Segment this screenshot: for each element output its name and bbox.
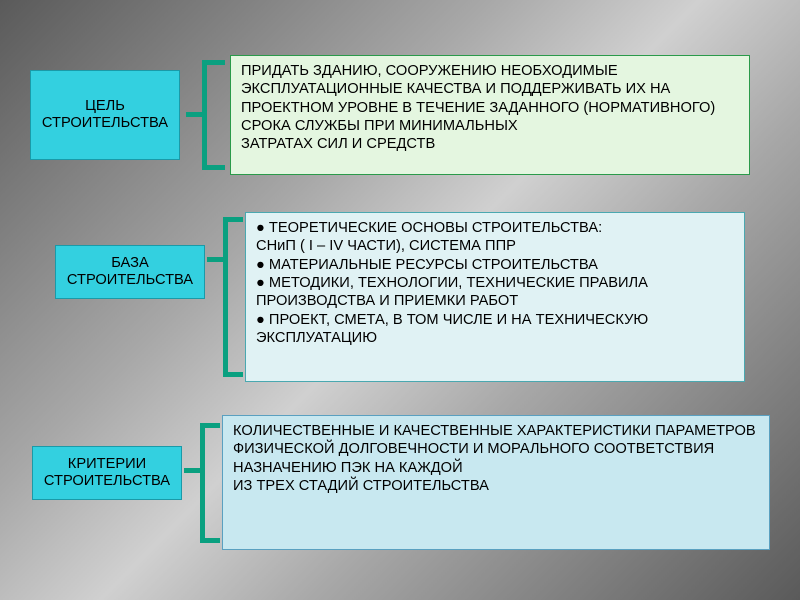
label-goal: ЦЕЛЬ СТРОИТЕЛЬСТВА: [30, 70, 180, 160]
label-criteria-text: КРИТЕРИИ СТРОИТЕЛЬСТВА: [39, 456, 175, 490]
row-base: БАЗА СТРОИТЕЛЬСТВА ● ТЕОРЕТИЧЕСКИЕ ОСНОВ…: [0, 212, 745, 382]
bracket-base: [205, 217, 245, 377]
row-goal: ЦЕЛЬ СТРОИТЕЛЬСТВА ПРИДАТЬ ЗДАНИЮ, СООРУ…: [0, 55, 750, 175]
bracket-criteria: [182, 423, 222, 543]
content-base-text: ● ТЕОРЕТИЧЕСКИЕ ОСНОВЫ СТРОИТЕЛЬСТВА:СНи…: [256, 220, 648, 346]
content-criteria-text: КОЛИЧЕСТВЕННЫЕ И КАЧЕСТВЕННЫЕ ХАРАКТЕРИС…: [233, 423, 756, 494]
label-base: БАЗА СТРОИТЕЛЬСТВА: [55, 245, 205, 299]
content-goal-text: ПРИДАТЬ ЗДАНИЮ, СООРУЖЕНИЮ НЕОБХОДИМЫЕ Э…: [241, 63, 715, 152]
content-criteria: КОЛИЧЕСТВЕННЫЕ И КАЧЕСТВЕННЫЕ ХАРАКТЕРИС…: [222, 415, 770, 550]
content-goal: ПРИДАТЬ ЗДАНИЮ, СООРУЖЕНИЮ НЕОБХОДИМЫЕ Э…: [230, 55, 750, 175]
bracket-goal: [180, 60, 230, 170]
row-criteria: КРИТЕРИИ СТРОИТЕЛЬСТВА КОЛИЧЕСТВЕННЫЕ И …: [0, 415, 770, 550]
label-base-text: БАЗА СТРОИТЕЛЬСТВА: [62, 255, 198, 289]
content-base: ● ТЕОРЕТИЧЕСКИЕ ОСНОВЫ СТРОИТЕЛЬСТВА:СНи…: [245, 212, 745, 382]
label-criteria: КРИТЕРИИ СТРОИТЕЛЬСТВА: [32, 446, 182, 500]
label-goal-text: ЦЕЛЬ СТРОИТЕЛЬСТВА: [37, 98, 173, 132]
